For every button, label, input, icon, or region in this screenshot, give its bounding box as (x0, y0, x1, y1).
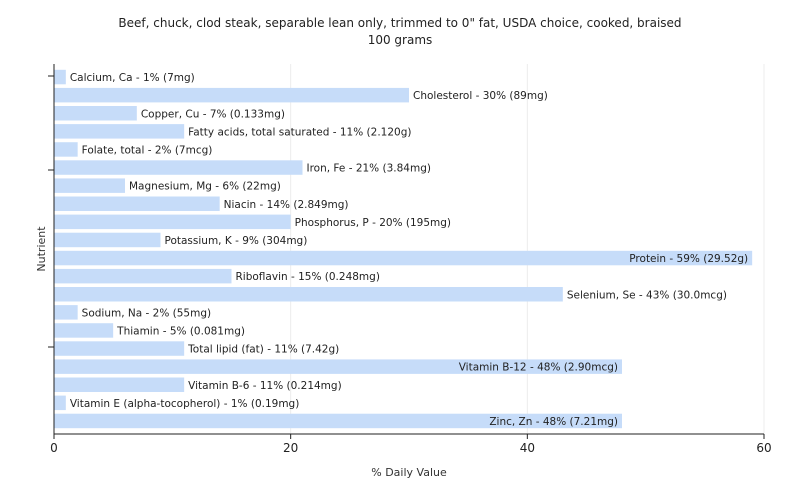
x-tick-label-1: 20 (283, 441, 298, 455)
bar-6 (54, 178, 125, 193)
axes: 0 20 40 60 (48, 64, 772, 455)
bar-1 (54, 87, 409, 103)
bar-17 (54, 377, 185, 392)
bar-label-11: Riboflavin - 15% (0.248mg) (236, 271, 380, 283)
bar-16 (54, 359, 622, 374)
bar-5 (54, 160, 303, 175)
bar-label-12: Selenium, Se - 43% (30.0mcg) (567, 289, 727, 301)
bar-label-14: Thiamin - 5% (0.081mg) (116, 325, 245, 337)
bar-label-8: Phosphorus, P - 20% (195mg) (295, 217, 451, 229)
bar-label-16: Vitamin B-12 - 48% (2.90mcg) (459, 362, 618, 374)
x-tick-label-0: 0 (50, 441, 58, 455)
bar-7 (54, 196, 220, 211)
bar-4 (54, 142, 78, 157)
x-tick-label-2: 40 (520, 441, 535, 455)
bar-18 (54, 395, 66, 411)
bar-label-15: Total lipid (fat) - 11% (7.42g) (187, 344, 339, 356)
x-tick-label-3: 60 (756, 441, 771, 455)
bar-label-18: Vitamin E (alpha-tocopherol) - 1% (0.19m… (70, 398, 300, 410)
bar-13 (54, 305, 78, 320)
bar-8 (54, 214, 291, 230)
bar-label-3: Fatty acids, total saturated - 11% (2.12… (188, 126, 411, 138)
bar-label-5: Iron, Fe - 21% (3.84mg) (307, 163, 431, 175)
bar-14 (54, 323, 114, 338)
bar-label-9: Potassium, K - 9% (304mg) (165, 235, 308, 247)
bar-10 (54, 250, 753, 266)
bar-label-13: Sodium, Na - 2% (55mg) (82, 307, 211, 319)
y-axis-label: Nutrient (35, 226, 48, 272)
bar-label-10: Protein - 59% (29.52g) (629, 253, 748, 265)
bar-label-19: Zinc, Zn - 48% (7.21mg) (489, 416, 618, 428)
bar-9 (54, 232, 161, 248)
bar-label-6: Magnesium, Mg - 6% (22mg) (129, 181, 281, 193)
bar-label-17: Vitamin B-6 - 11% (0.214mg) (188, 380, 342, 392)
x-axis-label: % Daily Value (371, 466, 447, 479)
bar-label-4: Folate, total - 2% (7mcg) (82, 144, 213, 156)
bar-labels: Calcium, Ca - 1% (7mg) Cholesterol - 30% … (70, 72, 748, 428)
bar-0 (54, 69, 66, 85)
bar-15 (54, 341, 185, 356)
bar-label-1: Cholesterol - 30% (89mg) (413, 90, 548, 102)
bar-label-0: Calcium, Ca - 1% (7mg) (70, 72, 195, 84)
bar-19 (54, 413, 622, 429)
bar-12 (54, 287, 563, 302)
chart-subtitle: 100 grams (367, 33, 433, 47)
bar-label-2: Copper, Cu - 7% (0.133mg) (141, 108, 285, 120)
bar-label-7: Niacin - 14% (2.849mg) (224, 199, 349, 211)
chart-title: Beef, chuck, clod steak, separable lean … (118, 16, 682, 30)
bars (54, 69, 753, 429)
bar-11 (54, 268, 232, 284)
bar-3 (54, 124, 185, 139)
bar-2 (54, 106, 137, 121)
